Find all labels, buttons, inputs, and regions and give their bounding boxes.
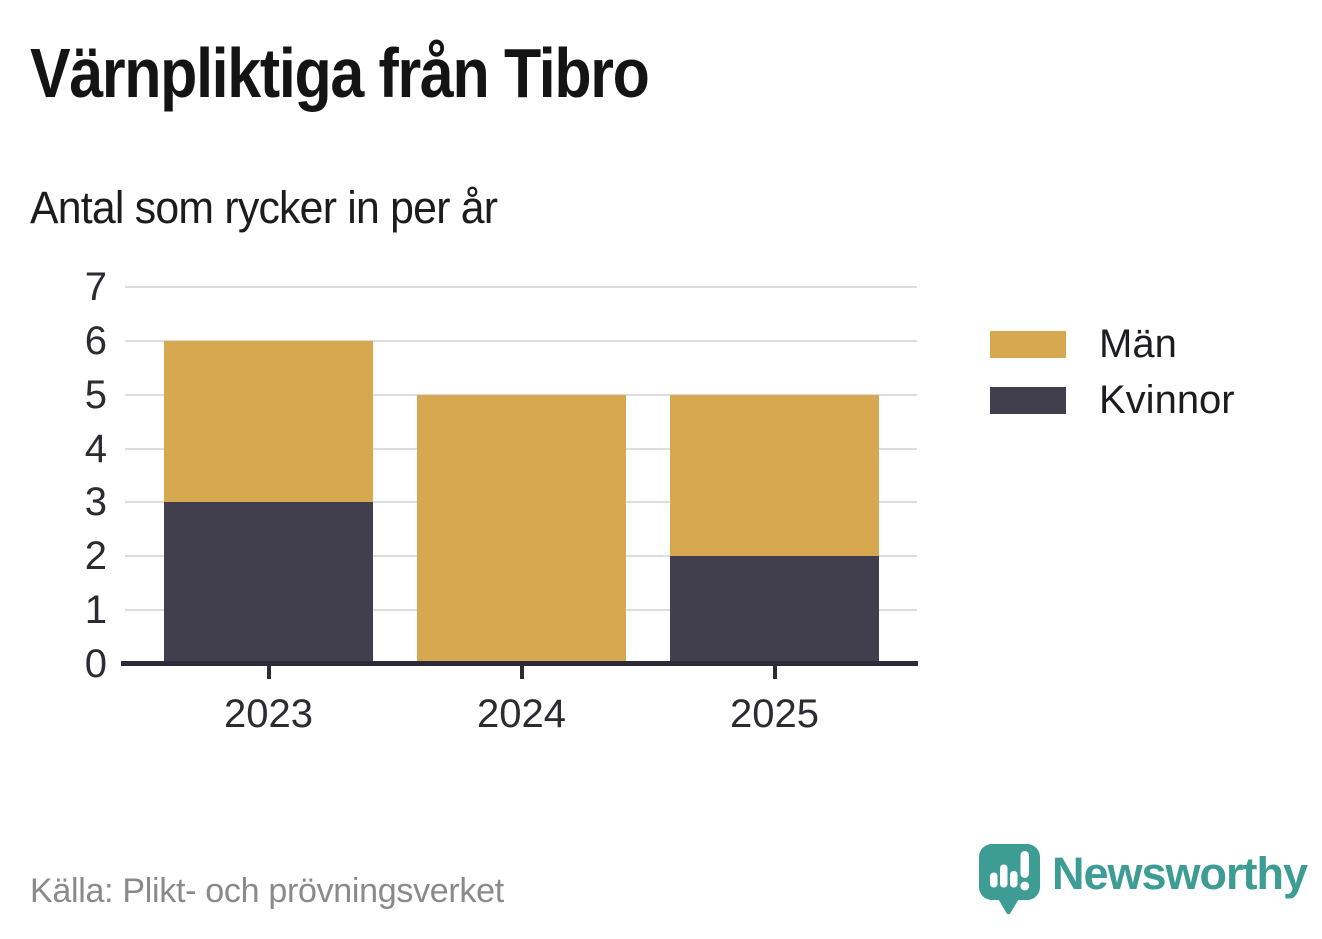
gridline-y7 [125,286,917,288]
gridline-y6 [125,339,917,342]
x-axis-line [121,661,918,666]
legend-item-kvinnor: Kvinnor [990,378,1235,422]
chart-subtitle: Antal som rycker in per år [30,182,498,233]
legend-label-man: Män [1099,322,1177,366]
y-axis-label-7: 7 [84,265,107,309]
newsworthy-wordmark: Newsworthy [1052,848,1308,899]
x-axis-label-2025: 2025 [730,692,819,736]
chart-title: Värnpliktiga från Tibro [30,34,650,112]
newsworthy-logo-icon [979,844,1040,915]
x-axis-tick-2025 [772,666,777,679]
y-axis-label-3: 3 [84,480,107,525]
legend-swatch-kvinnor [990,387,1066,414]
y-axis-label-1: 1 [84,588,107,633]
y-axis-label-5: 5 [84,372,107,417]
y-axis-label-4: 4 [84,426,107,471]
x-axis-tick-2024 [519,666,524,679]
bar-2023-kvinnor-segment [164,502,373,664]
y-axis-label-2: 2 [84,534,107,579]
y-axis-label-6: 6 [84,318,107,363]
legend-item-man: Män [990,322,1235,366]
x-axis-tick-2023 [266,666,271,679]
legend: Män Kvinnor [990,322,1235,443]
y-axis-label-0: 0 [84,642,107,686]
bar-2025-man-segment [670,394,879,557]
newsworthy-branding: Newsworthy [978,843,1308,917]
legend-label-kvinnor: Kvinnor [1099,378,1235,422]
bar-2023-man-segment [164,340,373,503]
x-axis-label-2024: 2024 [477,692,566,736]
x-axis-label-2023: 2023 [224,692,313,736]
source-attribution: Källa: Plikt- och prövningsverket [30,872,504,910]
legend-swatch-man [990,331,1066,358]
bar-2024-man-segment [417,394,626,664]
bar-2025-kvinnor-segment [670,556,879,664]
